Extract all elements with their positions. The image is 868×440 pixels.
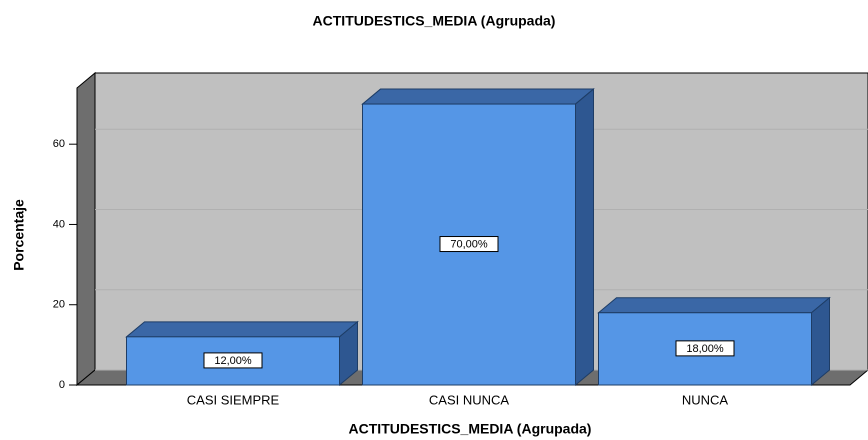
y-tick-label: 20: [53, 299, 65, 311]
bar-top: [361, 88, 595, 105]
y-tick-label: 40: [53, 218, 65, 230]
value-label-box: [675, 340, 735, 357]
bar-top: [597, 297, 831, 314]
y-axis-label: Porcentaje: [11, 199, 27, 271]
x-tick-label: CASI NUNCA: [429, 392, 510, 407]
bar-side: [811, 296, 830, 387]
value-label-box: [439, 236, 499, 253]
value-label: 18,00%: [686, 343, 724, 355]
x-tick-label: NUNCA: [682, 392, 729, 407]
left-wall: [76, 71, 96, 387]
y-tick-label: 60: [53, 138, 65, 150]
value-label: 70,00%: [450, 238, 488, 250]
value-label-box: [203, 352, 263, 369]
x-axis-label: ACTITUDESTICS_MEDIA (Agrupada): [349, 421, 592, 437]
bar-top: [125, 321, 359, 338]
x-tick-label: CASI SIEMPRE: [187, 392, 280, 407]
value-label: 12,00%: [214, 355, 252, 367]
chart-title: ACTITUDESTICS_MEDIA (Agrupada): [313, 13, 556, 29]
y-tick-label: 0: [59, 379, 65, 391]
bar-side: [575, 87, 594, 387]
